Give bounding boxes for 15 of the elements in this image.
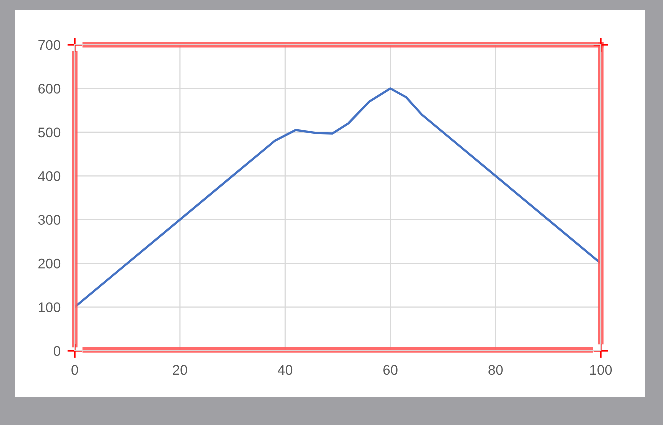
x-tick-label: 100 — [590, 365, 612, 376]
y-tick-label: 100 — [39, 302, 61, 312]
y-tick-label: 700 — [38, 40, 61, 50]
y-tick-label: 600 — [38, 84, 61, 94]
y-tick-label: 200 — [38, 258, 61, 269]
y-tick-label: 500 — [38, 128, 61, 138]
y-tick-label: 300 — [38, 215, 61, 226]
x-tick-label: 80 — [488, 365, 503, 376]
y-tick-label: 400 — [38, 171, 61, 182]
x-tick-label: 20 — [173, 365, 188, 376]
line-series — [75, 88, 601, 308]
x-tick-label: 0 — [72, 365, 78, 376]
x-tick-label: 40 — [278, 365, 293, 376]
y-tick-label: 0 — [54, 346, 61, 356]
x-tick-label: 60 — [384, 365, 398, 376]
